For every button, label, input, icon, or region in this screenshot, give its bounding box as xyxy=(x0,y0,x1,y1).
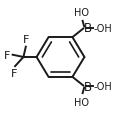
Text: -OH: -OH xyxy=(94,24,113,34)
Text: F: F xyxy=(23,34,29,44)
Text: HO: HO xyxy=(74,97,89,107)
Text: F: F xyxy=(11,69,17,79)
Text: F: F xyxy=(4,50,10,60)
Text: B: B xyxy=(84,80,92,93)
Text: HO: HO xyxy=(74,8,89,18)
Text: -OH: -OH xyxy=(94,81,113,91)
Text: B: B xyxy=(84,22,92,35)
